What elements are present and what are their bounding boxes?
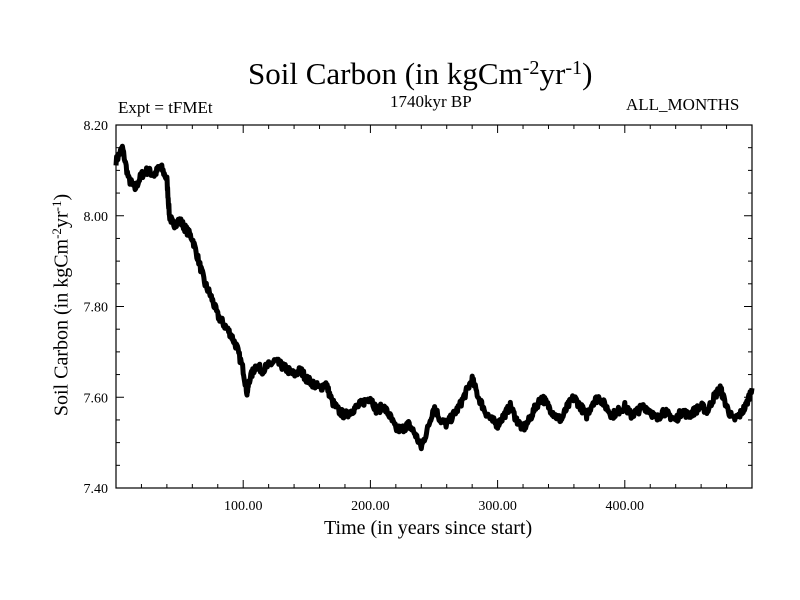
- x-tick-label: 100.00: [224, 499, 263, 514]
- y-tick-label: 7.60: [84, 391, 109, 406]
- x-tick-label: 400.00: [606, 499, 645, 514]
- x-tick-label: 300.00: [478, 499, 517, 514]
- x-tick-label: 200.00: [351, 499, 390, 514]
- soil-carbon-series-line: [113, 143, 755, 452]
- experiment-label: Expt = tFMEt: [118, 98, 213, 117]
- x-axis-label: Time (in years since start): [324, 517, 533, 539]
- plot-frame: [115, 124, 753, 489]
- y-tick-label: 7.80: [84, 301, 109, 316]
- y-tick-label: 7.40: [84, 482, 109, 497]
- y-tick-label: 8.20: [84, 119, 109, 134]
- period-label: 1740kyr BP: [390, 92, 472, 111]
- chart-title: Soil Carbon (in kgCm-2yr-1): [248, 56, 593, 91]
- months-label: ALL_MONTHS: [626, 95, 740, 114]
- y-tick-label: 8.00: [84, 210, 109, 225]
